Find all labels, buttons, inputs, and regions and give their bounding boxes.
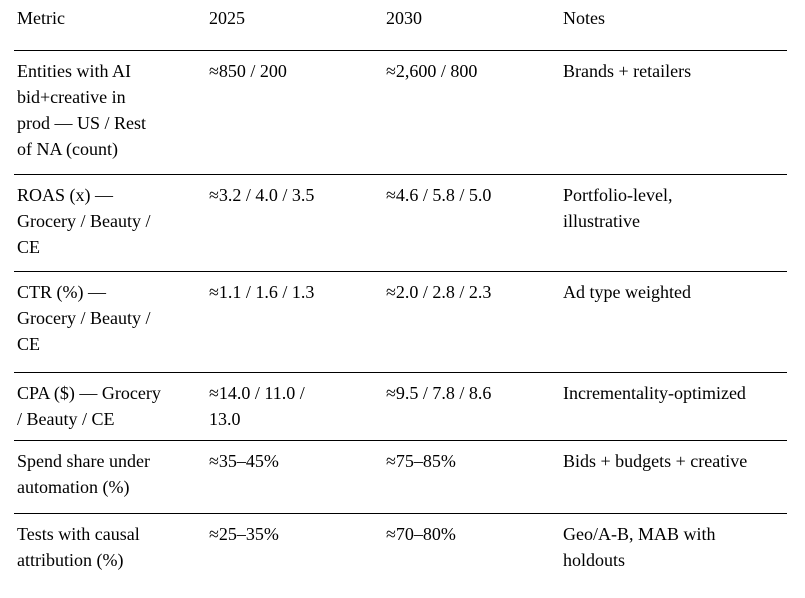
cell-metric: Entities with AI bid+creative in prod — …	[14, 50, 206, 175]
cell-2030: ≈70–80%	[386, 524, 456, 544]
cell-notes: Ad type weighted	[560, 271, 787, 373]
column-header-2030: 2030	[383, 0, 560, 51]
table-row: ROAS (x) — Grocery / Beauty / CE ≈3.2 / …	[14, 174, 787, 272]
column-header-notes: Notes	[560, 0, 787, 51]
cell-metric: Tests with causal attribution (%)	[17, 524, 140, 570]
cell-notes: Brands + retailers	[560, 50, 787, 175]
cell-2025: ≈1.1 / 1.6 / 1.3	[206, 271, 383, 373]
cell-2030: ≈2.0 / 2.8 / 2.3	[383, 271, 560, 373]
table-row: Entities with AI bid+creative in prod — …	[14, 50, 787, 175]
cell-2025: ≈850 / 200	[206, 50, 383, 175]
cell-2030: ≈75–85%	[383, 440, 560, 514]
cell-notes: Geo/A-B, MAB with holdouts	[563, 524, 716, 570]
cell-metric: ROAS (x) — Grocery / Beauty / CE	[14, 174, 206, 272]
cell-metric: CPA ($) — Grocery / Beauty / CE	[14, 372, 206, 441]
cell-2030: ≈9.5 / 7.8 / 8.6	[383, 372, 560, 441]
cell-2030: ≈4.6 / 5.8 / 5.0	[383, 174, 560, 272]
cell-notes: Portfolio-level, illustrative	[560, 174, 787, 272]
column-header-metric: Metric	[14, 0, 206, 51]
cell-2025: ≈3.2 / 4.0 / 3.5	[206, 174, 383, 272]
header-row: Metric 2025 2030 Notes	[14, 0, 787, 51]
cell-metric: CTR (%) — Grocery / Beauty / CE	[14, 271, 206, 373]
column-header-2025: 2025	[206, 0, 383, 51]
cell-2025: ≈25–35%	[209, 524, 279, 544]
table-row: CPA ($) — Grocery / Beauty / CE ≈14.0 / …	[14, 372, 787, 441]
cell-notes: Bids + budgets + creative	[560, 440, 787, 514]
cell-notes: Incrementality-optimized	[560, 372, 787, 441]
table-row: Tests with causal attribution (%) ≈25–35…	[14, 514, 787, 595]
metrics-table: Metric 2025 2030 Notes Entities with AI …	[14, 0, 787, 594]
cell-2025: ≈14.0 / 11.0 / 13.0	[206, 372, 383, 441]
cell-2025: ≈35–45%	[206, 440, 383, 514]
table-body: Entities with AI bid+creative in prod — …	[14, 50, 787, 595]
table-header: Metric 2025 2030 Notes	[14, 0, 787, 51]
table-row: Spend share under automation (%) ≈35–45%…	[14, 440, 787, 514]
cell-metric: Spend share under automation (%)	[14, 440, 206, 514]
table-row: CTR (%) — Grocery / Beauty / CE ≈1.1 / 1…	[14, 271, 787, 373]
cell-2030: ≈2,600 / 800	[383, 50, 560, 175]
